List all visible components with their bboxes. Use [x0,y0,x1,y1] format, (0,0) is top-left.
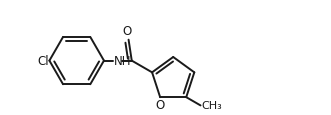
Text: CH₃: CH₃ [201,101,222,110]
Text: O: O [155,98,164,111]
Text: NH: NH [114,55,131,68]
Text: O: O [123,25,132,38]
Text: Cl: Cl [37,55,49,68]
